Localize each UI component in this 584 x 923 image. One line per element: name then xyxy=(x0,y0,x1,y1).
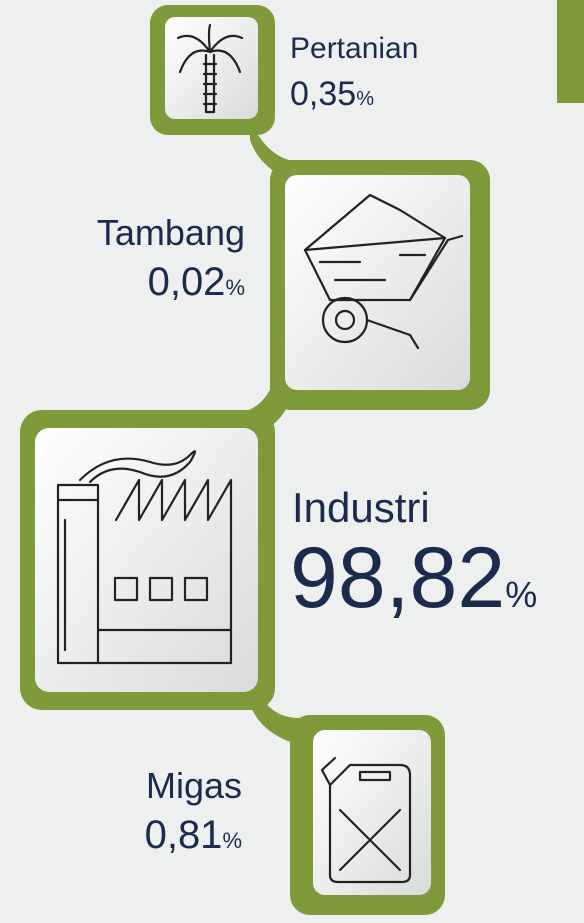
value-number: 0,02 xyxy=(148,260,226,304)
unit: % xyxy=(222,828,242,853)
icon-box xyxy=(285,175,470,390)
label: Tambang xyxy=(97,212,245,253)
label: Pertanian xyxy=(290,32,418,65)
factory-icon xyxy=(56,450,233,665)
unit: % xyxy=(225,275,245,300)
value-number: 0,35 xyxy=(290,75,356,113)
label: Industri xyxy=(292,484,430,531)
value: 0,02% xyxy=(148,260,245,304)
value-number: 0,81 xyxy=(145,813,223,857)
palm-icon xyxy=(176,23,244,114)
jerrycan-icon xyxy=(320,756,412,884)
unit: % xyxy=(505,574,537,615)
value: 0,35% xyxy=(290,75,374,113)
icon-box xyxy=(165,17,258,119)
wheelbarrow-icon xyxy=(303,193,464,350)
label: Migas xyxy=(146,765,242,806)
corner-bar xyxy=(557,0,584,103)
value: 0,81% xyxy=(145,813,242,857)
value: 98,82% xyxy=(290,530,537,626)
icon-box xyxy=(35,428,258,692)
value-number: 98,82 xyxy=(290,530,505,626)
unit: % xyxy=(356,88,374,110)
